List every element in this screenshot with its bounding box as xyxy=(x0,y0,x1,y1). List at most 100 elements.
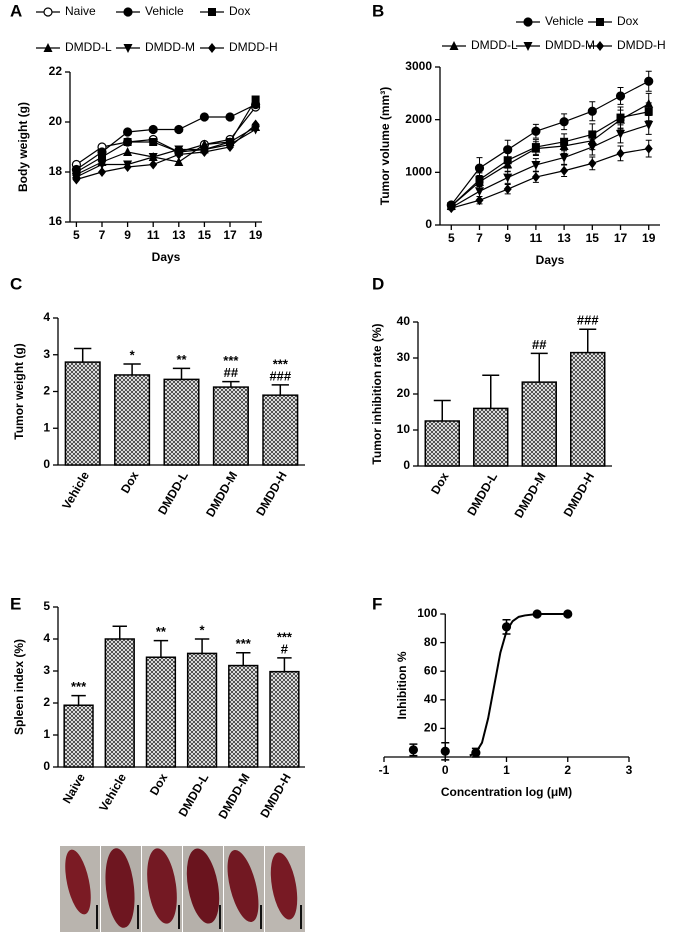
error-bar xyxy=(271,384,289,396)
bar xyxy=(114,374,151,466)
legend-marker xyxy=(123,7,133,17)
marker xyxy=(148,124,158,135)
significance: * xyxy=(200,622,206,637)
marker xyxy=(199,112,209,122)
y-tick-label: 80 xyxy=(424,635,438,649)
marker xyxy=(226,142,234,152)
legend-marker xyxy=(123,44,133,53)
bar xyxy=(64,361,101,466)
marker xyxy=(531,172,540,183)
marker xyxy=(123,162,132,172)
x-tick-label: 2 xyxy=(564,763,571,777)
marker xyxy=(148,153,158,162)
marker xyxy=(615,91,626,101)
y-tick-label: 100 xyxy=(417,606,437,620)
y-tick-label: 60 xyxy=(424,663,438,677)
y-tick-label: 16 xyxy=(49,214,63,228)
legend-label: DMDD-H xyxy=(617,38,666,52)
bar xyxy=(104,638,135,768)
marker xyxy=(644,120,654,130)
marker xyxy=(559,117,569,127)
x-tick-label: Dox xyxy=(428,470,452,497)
marker xyxy=(174,157,184,166)
marker xyxy=(474,163,485,173)
marker xyxy=(123,147,133,156)
significance: *** xyxy=(71,679,87,694)
marker xyxy=(408,745,418,755)
error-bar xyxy=(172,367,191,380)
x-tick-label: Dox xyxy=(147,771,171,798)
fit-curve xyxy=(469,613,568,757)
legend-marker xyxy=(43,43,53,52)
y-tick-label: 2000 xyxy=(405,112,432,126)
marker xyxy=(616,114,626,124)
panel-label: D xyxy=(372,274,384,293)
marker xyxy=(587,143,597,153)
legend-marker xyxy=(523,42,533,51)
panel-label: B xyxy=(372,1,384,20)
y-tick-label: 10 xyxy=(397,422,411,436)
bar xyxy=(145,656,177,768)
y-axis-label: Tumor volume (mm³) xyxy=(378,87,392,205)
legend-marker xyxy=(596,18,604,26)
error-bar xyxy=(277,657,292,672)
marker xyxy=(588,158,597,169)
marker xyxy=(532,609,542,619)
legend-marker xyxy=(208,43,216,53)
significance: ## xyxy=(224,365,239,380)
error-bar xyxy=(123,363,141,375)
significance: *** xyxy=(277,629,293,644)
marker xyxy=(644,76,654,86)
bar xyxy=(63,704,94,768)
marker xyxy=(503,184,512,195)
x-tick-label: 19 xyxy=(642,231,656,245)
marker xyxy=(251,119,260,130)
x-tick-label: 11 xyxy=(530,231,543,245)
scale-bar xyxy=(260,905,262,929)
y-axis-label: Tumor inhibition rate (%) xyxy=(370,323,384,464)
legend-label: Dox xyxy=(229,4,250,18)
y-axis-label: Inhibition % xyxy=(395,651,409,719)
x-tick-label: Naive xyxy=(60,771,88,806)
x-tick-label: DMDD-L xyxy=(464,470,500,518)
marker xyxy=(616,129,626,139)
scale-bar xyxy=(178,905,180,929)
marker xyxy=(200,147,209,157)
x-tick-label: DMDD-M xyxy=(215,771,252,821)
legend-label: DMDD-M xyxy=(145,40,195,54)
spleen xyxy=(105,848,135,928)
legend-label: Vehicle xyxy=(145,4,184,18)
bar xyxy=(212,386,249,466)
y-tick-label: 3 xyxy=(43,347,50,361)
y-tick-label: 40 xyxy=(397,314,411,328)
significance: ** xyxy=(156,624,167,639)
scale-bar xyxy=(137,905,139,929)
bar xyxy=(521,381,557,467)
significance: # xyxy=(281,641,289,656)
marker xyxy=(471,748,481,758)
y-tick-label: 1000 xyxy=(405,165,432,179)
marker xyxy=(122,127,133,137)
bar xyxy=(228,664,259,768)
bar xyxy=(424,420,460,467)
marker xyxy=(616,148,625,159)
y-tick-label: 1 xyxy=(43,727,50,741)
x-tick-label: 15 xyxy=(198,228,212,242)
marker xyxy=(531,143,541,153)
marker xyxy=(587,106,597,116)
x-axis-label: Concentration log (μM) xyxy=(441,785,572,799)
y-tick-label: 18 xyxy=(49,164,63,178)
x-tick-label: 5 xyxy=(73,228,80,242)
error-bar xyxy=(71,694,86,706)
marker xyxy=(531,126,541,136)
marker xyxy=(440,746,450,756)
x-tick-label: DMDD-L xyxy=(155,469,191,517)
significance: ### xyxy=(577,313,599,328)
bar xyxy=(163,378,200,466)
marker xyxy=(644,143,653,154)
significance: *** xyxy=(236,636,252,651)
spleen-photos xyxy=(60,846,305,932)
marker xyxy=(149,159,158,170)
legend-marker xyxy=(449,41,459,50)
legend-marker xyxy=(596,41,604,51)
